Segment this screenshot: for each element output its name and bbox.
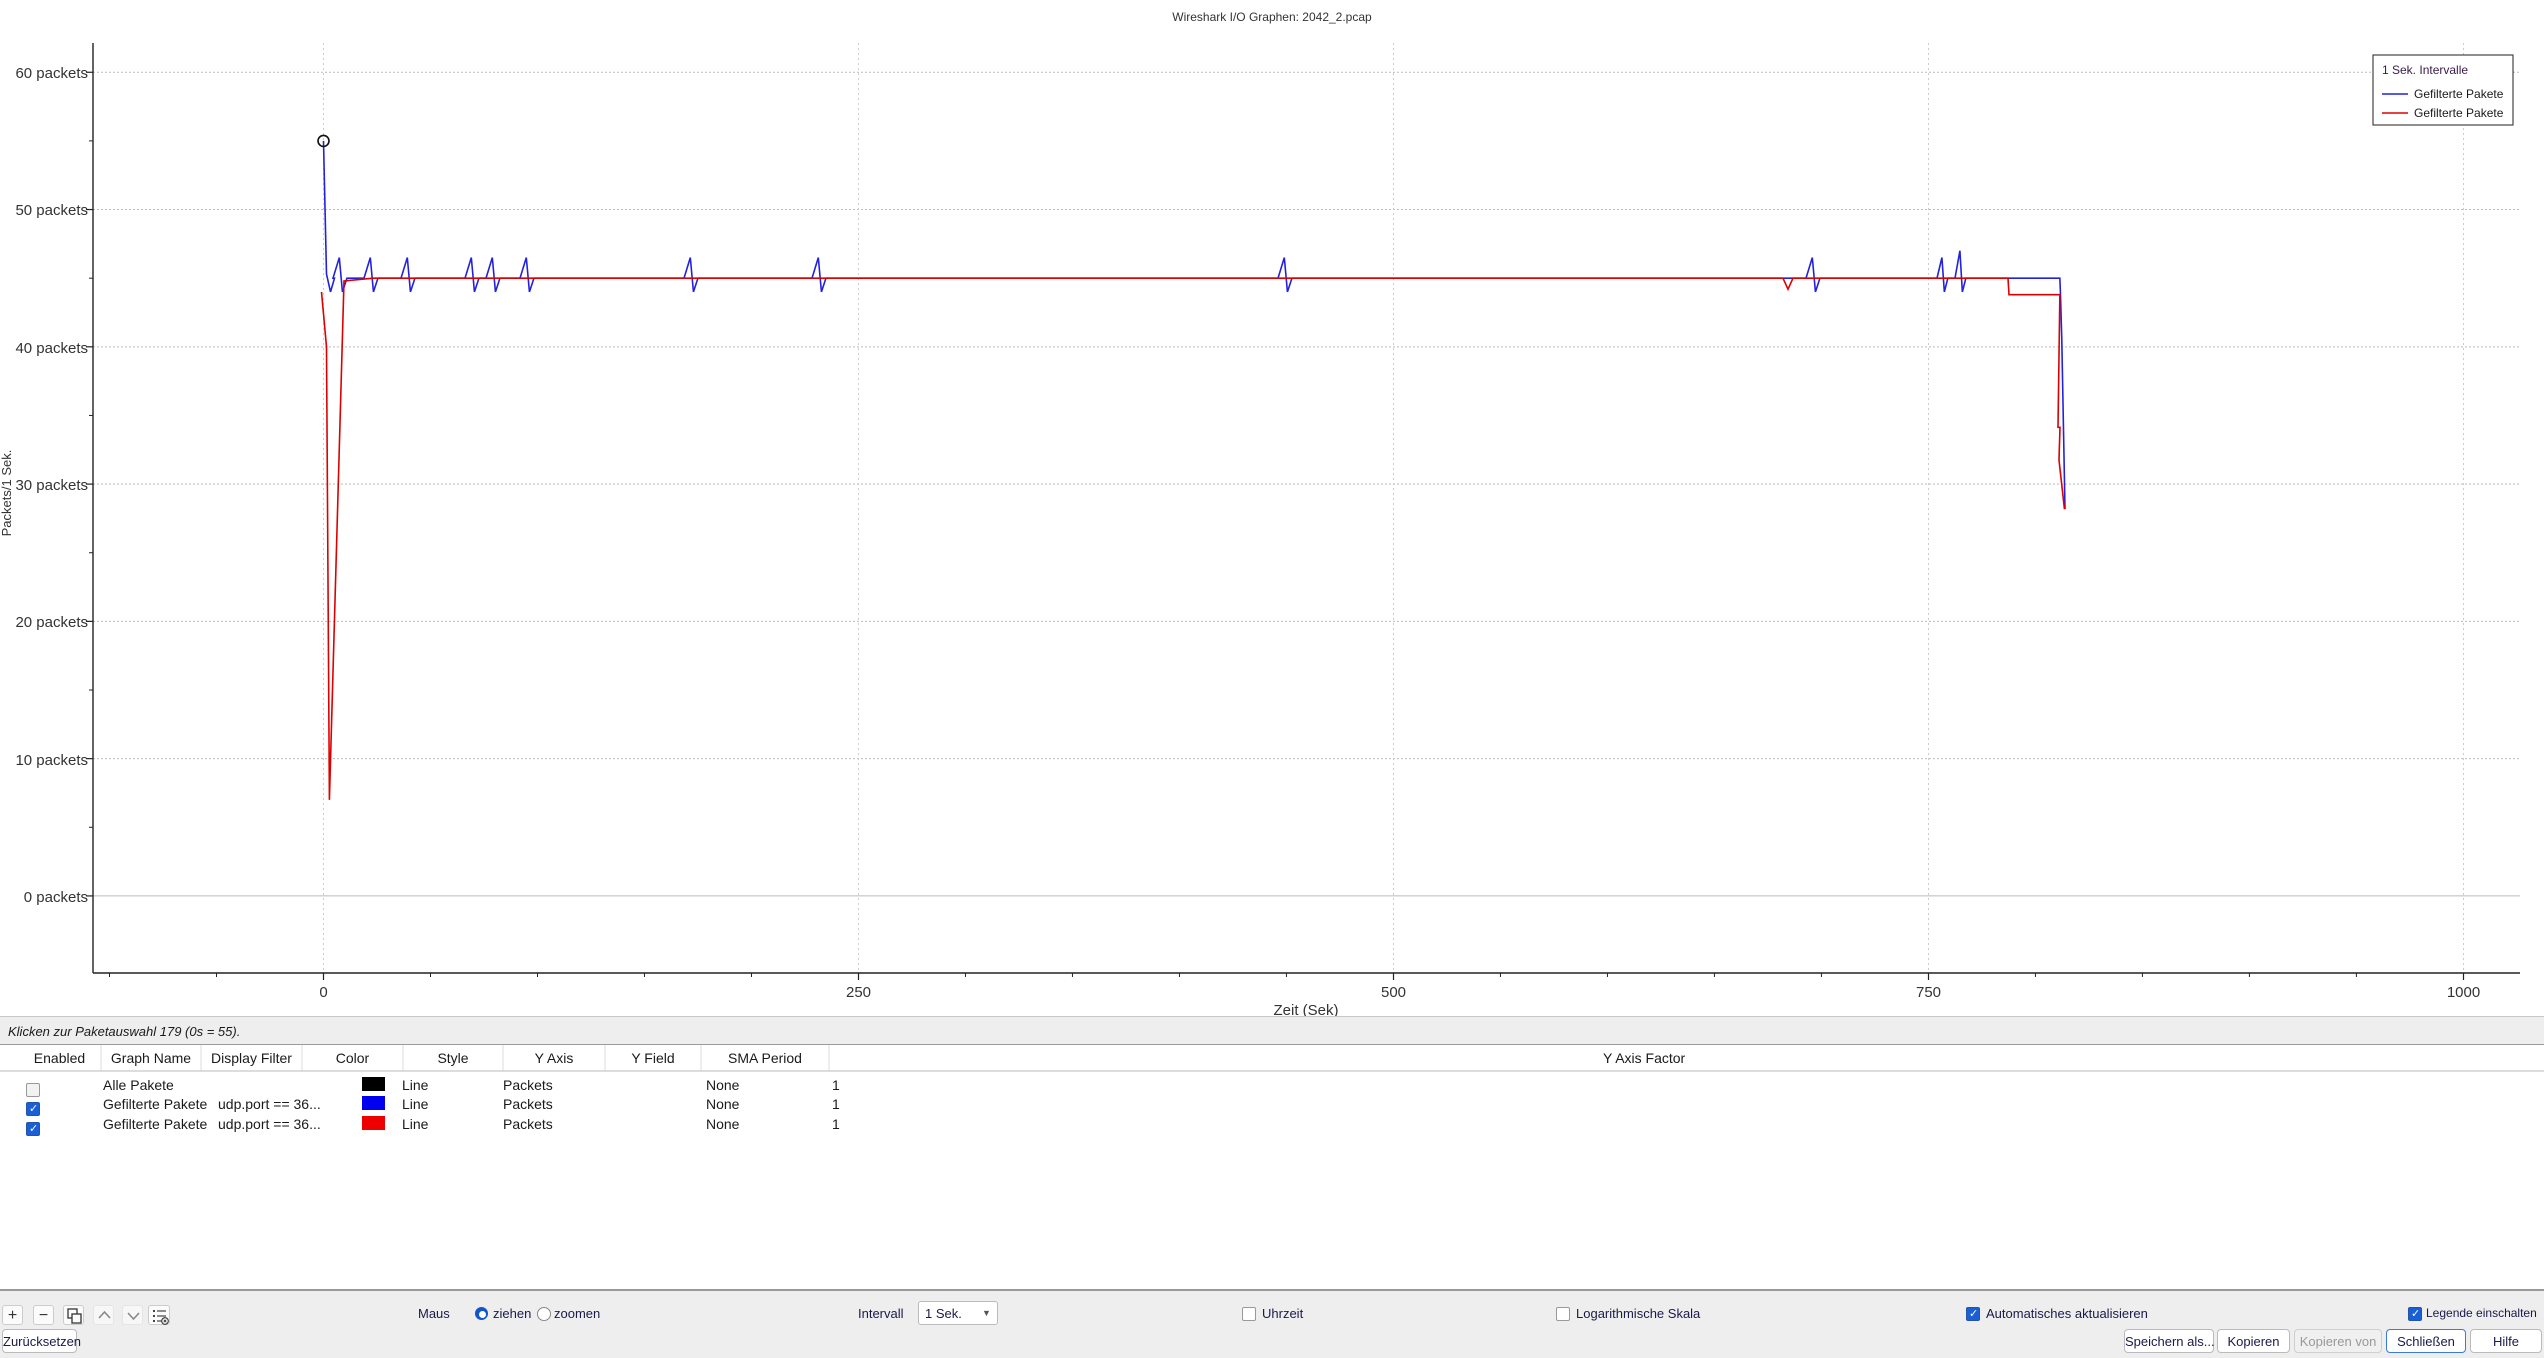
svg-text:40 packets: 40 packets — [15, 340, 88, 357]
svg-text:250: 250 — [846, 984, 871, 1001]
svg-text:30 packets: 30 packets — [15, 477, 88, 494]
svg-text:Gefilterte Pakete: Gefilterte Pakete — [2414, 87, 2504, 101]
svg-text:20 packets: 20 packets — [15, 614, 88, 631]
svg-text:Packets/1 Sek.: Packets/1 Sek. — [0, 450, 14, 537]
svg-text:Gefilterte Pakete: Gefilterte Pakete — [2414, 106, 2504, 120]
svg-text:60 packets: 60 packets — [15, 65, 88, 82]
svg-text:0: 0 — [319, 984, 327, 1001]
svg-text:500: 500 — [1381, 984, 1406, 1001]
svg-text:50 packets: 50 packets — [15, 202, 88, 219]
svg-text:750: 750 — [1916, 984, 1941, 1001]
svg-text:10 packets: 10 packets — [15, 752, 88, 769]
svg-text:0 packets: 0 packets — [24, 889, 88, 906]
svg-text:1 Sek. Intervalle: 1 Sek. Intervalle — [2382, 63, 2468, 77]
svg-text:1000: 1000 — [2447, 984, 2480, 1001]
